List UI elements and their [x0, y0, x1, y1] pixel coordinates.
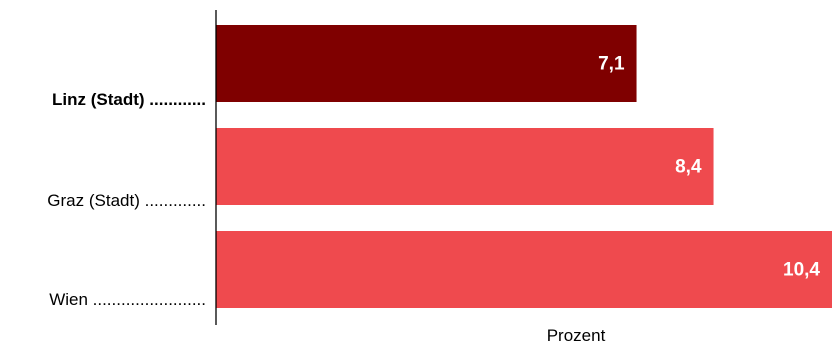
category-label-wien: Wien ........................	[49, 290, 206, 309]
value-labels-group: 7,1 8,4 10,4	[598, 54, 820, 281]
value-label-wien: 10,4	[783, 260, 820, 281]
value-label-graz: 8,4	[675, 157, 702, 178]
x-axis-title: Prozent	[547, 326, 606, 345]
category-label-linz: Linz (Stadt) ............	[52, 90, 206, 109]
bar-graz	[216, 128, 714, 205]
category-label-graz: Graz (Stadt) .............	[47, 191, 206, 210]
category-labels-group: Linz (Stadt) ............ Graz (Stadt) ..…	[47, 90, 206, 309]
bar-linz	[216, 25, 637, 102]
value-label-linz: 7,1	[598, 54, 625, 75]
bar-wien	[216, 231, 832, 308]
bars-group	[216, 25, 832, 308]
